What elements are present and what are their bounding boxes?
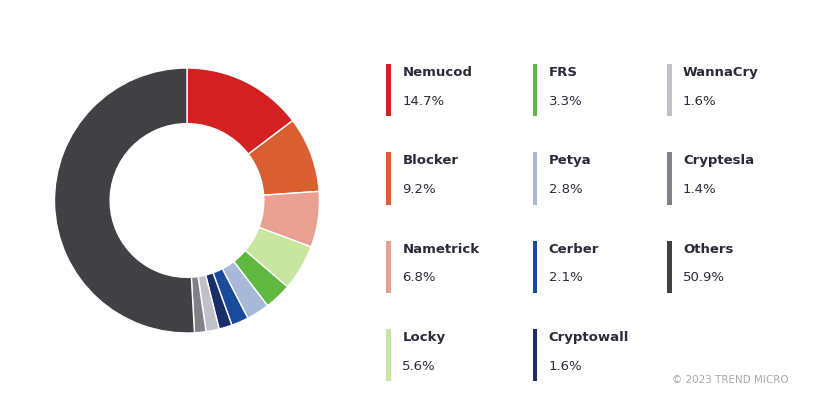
Text: Cryptesla: Cryptesla [683, 154, 754, 167]
Wedge shape [191, 277, 206, 333]
Text: Nemucod: Nemucod [402, 66, 472, 79]
Text: 9.2%: 9.2% [402, 183, 436, 196]
Text: 50.9%: 50.9% [683, 271, 725, 284]
Text: Blocker: Blocker [402, 154, 459, 167]
Text: Cerber: Cerber [549, 243, 599, 255]
Wedge shape [206, 273, 232, 329]
Wedge shape [187, 68, 293, 154]
Wedge shape [248, 121, 320, 195]
Wedge shape [259, 191, 320, 247]
Wedge shape [222, 261, 267, 318]
Text: © 2023 TREND MICRO: © 2023 TREND MICRO [672, 375, 789, 385]
Text: 2.8%: 2.8% [549, 183, 582, 196]
Text: 14.7%: 14.7% [402, 95, 445, 108]
Text: Others: Others [683, 243, 733, 255]
Text: 1.4%: 1.4% [683, 183, 716, 196]
Text: Locky: Locky [402, 331, 446, 344]
Text: 1.6%: 1.6% [549, 360, 582, 373]
Text: FRS: FRS [549, 66, 578, 79]
Text: 6.8%: 6.8% [402, 271, 436, 284]
Wedge shape [246, 227, 311, 287]
Wedge shape [213, 269, 248, 325]
Text: 2.1%: 2.1% [549, 271, 583, 284]
Text: WannaCry: WannaCry [683, 66, 759, 79]
Text: 1.6%: 1.6% [683, 95, 716, 108]
Text: Nametrick: Nametrick [402, 243, 480, 255]
Text: Cryptowall: Cryptowall [549, 331, 629, 344]
Text: 5.6%: 5.6% [402, 360, 436, 373]
Wedge shape [233, 251, 288, 306]
Wedge shape [54, 68, 194, 333]
Text: Petya: Petya [549, 154, 591, 167]
Text: 3.3%: 3.3% [549, 95, 583, 108]
Wedge shape [198, 275, 220, 332]
